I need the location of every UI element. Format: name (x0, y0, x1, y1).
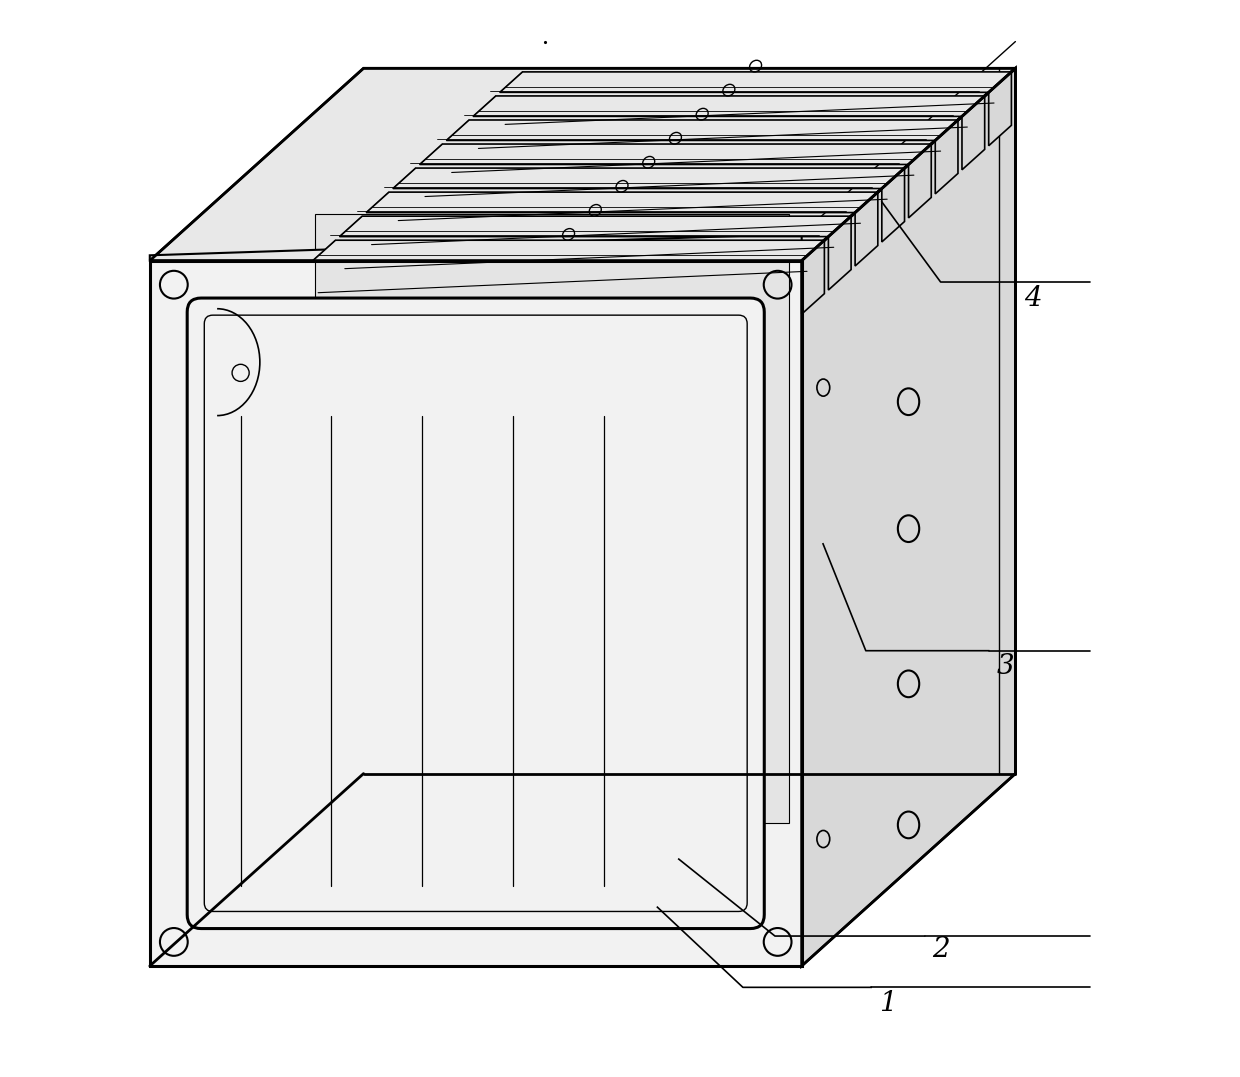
Polygon shape (828, 216, 851, 290)
Polygon shape (340, 216, 851, 237)
Text: 2: 2 (932, 936, 950, 964)
Polygon shape (393, 168, 904, 188)
Polygon shape (150, 68, 1016, 261)
Polygon shape (198, 309, 754, 918)
Polygon shape (962, 96, 985, 170)
Polygon shape (150, 261, 802, 966)
Polygon shape (856, 192, 878, 266)
Polygon shape (446, 120, 959, 140)
Polygon shape (419, 144, 931, 165)
Text: 3: 3 (996, 654, 1014, 681)
Polygon shape (935, 120, 959, 194)
FancyBboxPatch shape (187, 298, 764, 928)
Polygon shape (315, 213, 789, 823)
Polygon shape (500, 72, 1012, 93)
Polygon shape (472, 96, 985, 116)
Text: 1: 1 (879, 990, 897, 1017)
Polygon shape (802, 68, 1016, 966)
Polygon shape (909, 144, 931, 218)
Polygon shape (882, 168, 904, 242)
Polygon shape (802, 240, 825, 314)
Polygon shape (150, 234, 802, 261)
Polygon shape (312, 240, 825, 261)
Text: 4: 4 (1024, 284, 1042, 311)
Polygon shape (988, 72, 1012, 145)
Polygon shape (366, 192, 878, 212)
